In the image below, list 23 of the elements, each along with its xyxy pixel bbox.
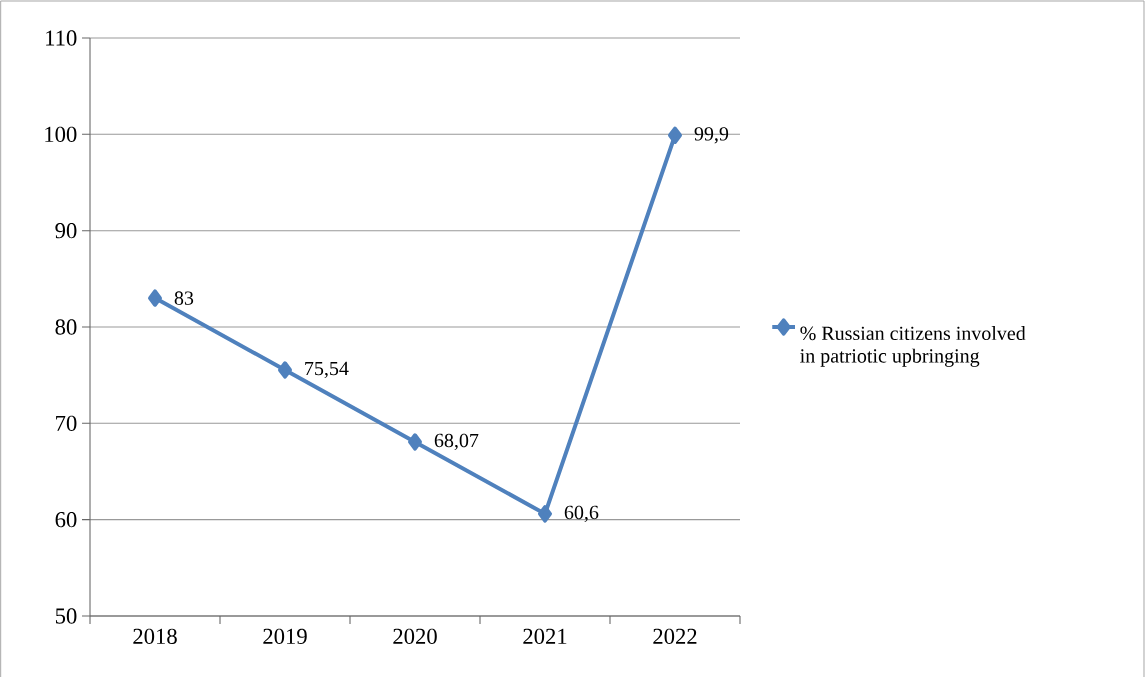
data-label: 99,9 (694, 127, 729, 144)
x-tick-label: 2018 (133, 628, 177, 644)
point (148, 289, 163, 307)
point (668, 126, 682, 144)
x-tick-label: 2019 (263, 628, 307, 644)
data-label: 60,6 (564, 505, 599, 523)
data-label: 75,54 (305, 361, 349, 379)
data-label: 68,07 (434, 433, 479, 451)
data-label: 83 (174, 291, 194, 305)
x-tick-label: 2020 (393, 628, 437, 644)
y-tick-label: 100 (45, 126, 77, 142)
point (278, 361, 292, 379)
y-tick-label: 60 (55, 512, 77, 528)
y-tick-label: 80 (55, 319, 77, 335)
legend-label: % Russian citizens involved in patriotic upbringing (800, 326, 1026, 367)
y-tick-label: 70 (56, 415, 77, 431)
point (408, 433, 422, 451)
x-tick-label: 2022 (653, 628, 697, 644)
y-tick-label: 50 (55, 608, 77, 624)
y-tick-label: 90 (55, 223, 77, 239)
point (538, 505, 552, 523)
x-tick-label: 2021 (523, 628, 567, 644)
y-tick-label: 110 (46, 30, 77, 46)
